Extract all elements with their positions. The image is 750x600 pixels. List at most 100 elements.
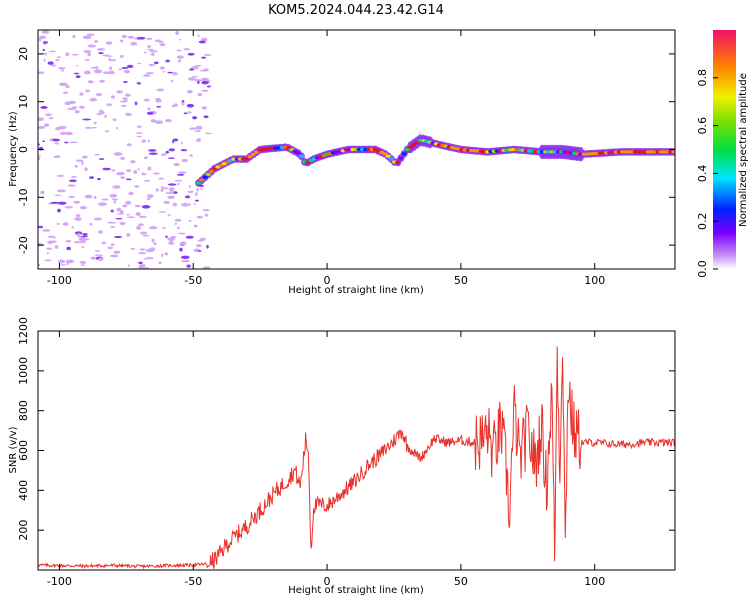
noise-blob (68, 195, 76, 198)
noise-blob (174, 222, 178, 225)
noise-blob (204, 213, 209, 217)
noise-blob (191, 75, 199, 78)
noise-blob (195, 192, 198, 196)
noise-blob (93, 121, 97, 125)
noise-blob (85, 89, 91, 93)
colorbar-tick-label: 0.4 (696, 165, 709, 183)
noise-blob (178, 38, 181, 41)
noise-blob (114, 235, 123, 239)
noise-blob (176, 173, 185, 176)
noise-blob (155, 97, 161, 101)
noise-blob (181, 202, 190, 207)
noise-blob (107, 246, 114, 250)
noise-blob (53, 156, 61, 159)
noise-blob (181, 158, 188, 163)
noise-blob (143, 258, 147, 260)
noise-blob (174, 179, 183, 182)
noise-blob (147, 107, 151, 111)
noise-blob (116, 126, 119, 130)
noise-blob (110, 226, 116, 229)
noise-blob (59, 131, 67, 135)
noise-blob (38, 263, 41, 266)
noise-blob (181, 259, 190, 263)
spec-y-tick-label: -10 (17, 188, 30, 206)
spec-x-tick-label: 50 (454, 274, 468, 287)
noise-blob (148, 152, 158, 155)
noise-blob (154, 61, 159, 65)
noise-blob (62, 91, 69, 95)
ridge-core (395, 160, 401, 165)
noise-blob (141, 172, 147, 176)
noise-blob (47, 61, 54, 65)
noise-blob (168, 187, 175, 192)
noise-blob (198, 250, 202, 252)
noise-blob (143, 156, 148, 160)
noise-blob (138, 252, 147, 255)
noise-blob (155, 188, 159, 192)
ridge-core (298, 154, 304, 158)
noise-blob (206, 85, 211, 88)
noise-blob (123, 69, 131, 74)
noise-blob (183, 48, 191, 51)
noise-blob (79, 260, 87, 264)
noise-blob (175, 31, 180, 35)
noise-blob (38, 146, 44, 151)
noise-blob (147, 139, 150, 143)
noise-blob (177, 59, 182, 63)
noise-blob (81, 246, 85, 248)
spec-x-tick-label: -50 (184, 274, 202, 287)
noise-blob (147, 166, 152, 171)
snr-x-tick-label: 50 (454, 575, 468, 588)
noise-blob (116, 213, 125, 215)
noise-blob (133, 170, 138, 174)
noise-blob (60, 70, 65, 72)
noise-blob (41, 30, 50, 34)
noise-blob (124, 93, 131, 97)
noise-blob (93, 217, 103, 221)
noise-blob (196, 138, 201, 142)
noise-blob (120, 100, 123, 103)
noise-blob (102, 167, 111, 171)
noise-blob (65, 239, 72, 243)
noise-blob (146, 111, 154, 115)
noise-blob (79, 240, 86, 244)
noise-blob (65, 85, 70, 89)
noise-blob (180, 141, 183, 145)
noise-blob (57, 201, 67, 205)
ridge-core (244, 157, 250, 161)
snr-x-tick-label: -50 (184, 575, 202, 588)
noise-blob (86, 33, 95, 36)
noise-blob (54, 142, 60, 145)
noise-blob (142, 234, 151, 237)
noise-blob (42, 229, 51, 232)
noise-blob (165, 235, 168, 238)
noise-blob (174, 218, 182, 222)
noise-blob (116, 207, 122, 212)
noise-blob (98, 230, 103, 234)
noise-blob (66, 246, 71, 251)
noise-blob (166, 237, 173, 240)
noise-blob (54, 194, 62, 197)
ridge-core (202, 175, 208, 179)
noise-blob (96, 112, 103, 116)
ridge-core (671, 150, 675, 154)
noise-blob (172, 202, 177, 207)
noise-blob (200, 188, 203, 190)
spectrogram-heatmap (38, 30, 675, 269)
snr-y-tick-label: 200 (17, 520, 30, 541)
noise-blob (159, 43, 166, 47)
noise-blob (125, 200, 132, 205)
noise-blob (57, 125, 67, 130)
noise-blob (201, 106, 208, 110)
noise-blob (120, 104, 127, 107)
noise-blob (188, 219, 192, 222)
noise-blob (167, 157, 176, 159)
noise-blob (165, 59, 170, 63)
noise-blob (51, 64, 56, 67)
ridge-core (404, 147, 410, 152)
noise-blob (113, 152, 123, 156)
noise-blob (120, 100, 128, 103)
noise-blob (65, 259, 75, 264)
noise-blob (158, 261, 162, 265)
